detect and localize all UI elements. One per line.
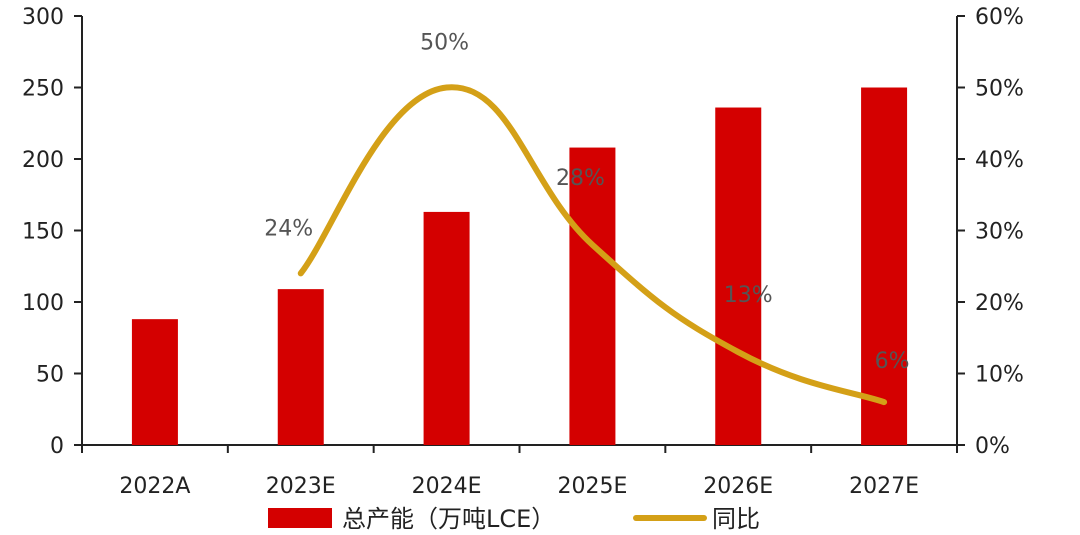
left-tick-label: 250 [22, 77, 64, 102]
line-data-label-2025E: 28% [556, 166, 605, 191]
x-category-label: 2023E [266, 474, 336, 499]
bar-2026E [715, 107, 762, 446]
right-tick-label: 60% [975, 5, 1024, 30]
left-tick-label: 100 [22, 291, 64, 316]
axes: 0 50 100 150 200 250 300 0% 10% 20% 30% 40% 50% 60% 20… [22, 5, 1024, 499]
bar-2025E [569, 147, 616, 445]
x-category-label: 2024E [412, 474, 482, 499]
line-data-label-2026E: 13% [724, 283, 773, 308]
legend-bar-swatch [268, 508, 332, 528]
line-data-label-2027E: 6% [875, 349, 910, 374]
right-tick-label: 50% [975, 77, 1024, 102]
left-tick-label: 200 [22, 148, 64, 173]
right-tick-label: 20% [975, 291, 1024, 316]
line-data-label-2023E: 24% [264, 216, 313, 241]
left-tick-label: 150 [22, 220, 64, 245]
x-category-label: 2026E [703, 474, 773, 499]
right-tick-label: 0% [975, 434, 1010, 459]
bar-2023E [277, 289, 324, 445]
legend-line-label: 同比 [712, 505, 760, 533]
left-tick-label: 300 [22, 5, 64, 30]
x-category-label: 2022A [119, 474, 190, 499]
yoy-growth-line [297, 84, 888, 406]
legend-bar-label: 总产能（万吨LCE） [342, 505, 555, 533]
right-tick-label: 10% [975, 363, 1024, 388]
x-category-label: 2025E [557, 474, 627, 499]
bar-2027E [861, 87, 908, 445]
left-tick-label: 50 [36, 363, 64, 388]
bar-2022A [131, 319, 178, 445]
bar-2024E [423, 211, 470, 445]
left-tick-label: 0 [50, 434, 64, 459]
legend: 总产能（万吨LCE） 同比 [268, 505, 760, 533]
x-category-label: 2027E [849, 474, 919, 499]
labels-group: 24% 50% 28% 13% 6% [264, 31, 909, 375]
bars-group [131, 87, 908, 446]
line-group [297, 84, 888, 406]
right-tick-label: 30% [975, 220, 1024, 245]
right-tick-label: 40% [975, 148, 1024, 173]
line-data-label-2024E: 50% [420, 31, 469, 56]
